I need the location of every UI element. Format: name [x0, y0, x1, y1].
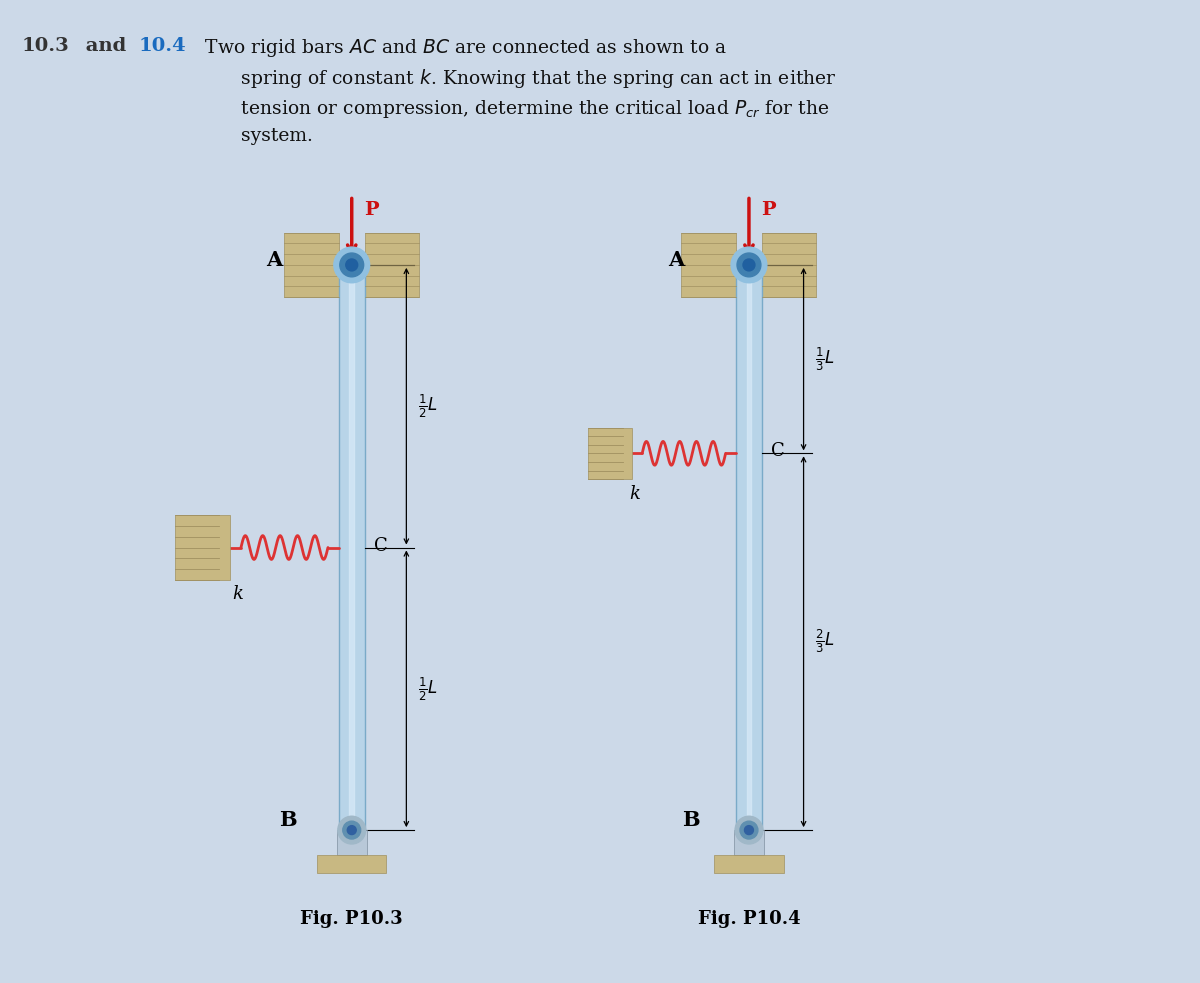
- Bar: [337, 830, 367, 855]
- Bar: [365, 233, 419, 297]
- Text: C: C: [770, 442, 785, 460]
- Bar: [762, 233, 816, 297]
- Text: A: A: [668, 250, 684, 270]
- Circle shape: [340, 253, 364, 277]
- Text: $\frac{1}{2}$$L$: $\frac{1}{2}$$L$: [419, 675, 438, 703]
- Circle shape: [731, 247, 767, 283]
- Bar: [746, 260, 751, 830]
- Bar: [734, 830, 764, 855]
- Text: Fig. P10.3: Fig. P10.3: [300, 910, 403, 928]
- Circle shape: [743, 259, 755, 271]
- Circle shape: [346, 259, 358, 271]
- Bar: [714, 855, 784, 873]
- Circle shape: [347, 826, 356, 835]
- Text: $\frac{1}{2}$$L$: $\frac{1}{2}$$L$: [419, 392, 438, 420]
- Circle shape: [334, 247, 370, 283]
- Bar: [736, 260, 762, 830]
- Text: Two rigid bars $AC$ and $BC$ are connected as shown to a
        spring of const: Two rigid bars $AC$ and $BC$ are connect…: [193, 37, 836, 145]
- Text: 10.4: 10.4: [138, 37, 186, 55]
- Text: 10.3: 10.3: [22, 37, 70, 55]
- Text: B: B: [682, 810, 700, 831]
- Circle shape: [740, 821, 758, 839]
- Text: k: k: [629, 485, 640, 503]
- Text: A: A: [266, 250, 282, 270]
- Bar: [284, 233, 338, 297]
- Bar: [349, 260, 354, 830]
- Bar: [338, 260, 365, 830]
- Text: P: P: [364, 202, 378, 219]
- Bar: [588, 428, 631, 479]
- Text: and: and: [79, 37, 133, 55]
- Bar: [682, 233, 736, 297]
- Circle shape: [737, 253, 761, 277]
- Text: k: k: [232, 585, 242, 604]
- Circle shape: [736, 816, 763, 844]
- Circle shape: [338, 816, 366, 844]
- Text: P: P: [761, 202, 775, 219]
- Circle shape: [343, 821, 361, 839]
- Bar: [175, 515, 230, 580]
- Text: B: B: [280, 810, 298, 831]
- Bar: [317, 855, 386, 873]
- Text: $\frac{2}{3}$$L$: $\frac{2}{3}$$L$: [816, 628, 835, 656]
- Text: C: C: [373, 537, 388, 554]
- Circle shape: [744, 826, 754, 835]
- Text: $\frac{1}{3}$$L$: $\frac{1}{3}$$L$: [816, 345, 835, 373]
- Text: Fig. P10.4: Fig. P10.4: [697, 910, 800, 928]
